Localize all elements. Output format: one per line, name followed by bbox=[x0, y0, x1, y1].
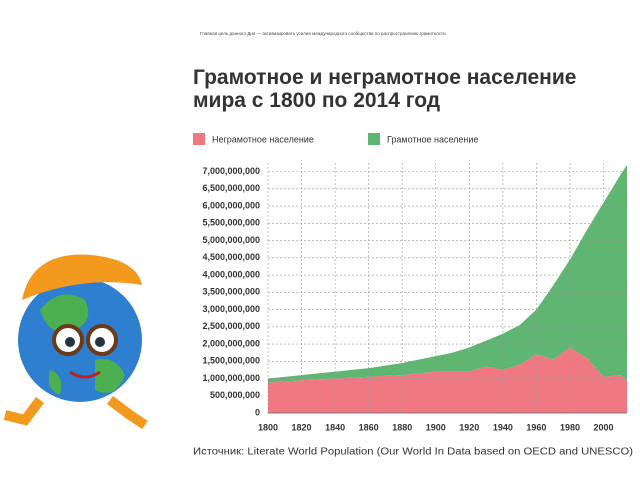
y-tick-label: 4,500,000,000 bbox=[202, 252, 260, 262]
y-tick-label: 5,000,000,000 bbox=[202, 235, 260, 245]
x-tick-label: 1820 bbox=[292, 422, 312, 432]
area bbox=[268, 164, 627, 383]
x-tick-label: 1840 bbox=[325, 422, 345, 432]
y-tick-label: 6,500,000,000 bbox=[202, 183, 260, 193]
cap bbox=[22, 254, 142, 300]
legend-label: Неграмотное население bbox=[212, 134, 314, 144]
slide-caption: Главная цель данного Дня — активизироват… bbox=[200, 31, 446, 36]
pupil bbox=[65, 337, 75, 347]
y-tick-label: 0 bbox=[255, 407, 260, 417]
y-tick-label: 3,500,000,000 bbox=[202, 287, 260, 297]
x-tick-label: 1900 bbox=[426, 422, 446, 432]
y-tick-label: 6,000,000,000 bbox=[202, 200, 260, 210]
x-tick-label: 1960 bbox=[526, 422, 546, 432]
y-tick-label: 7,000,000,000 bbox=[202, 166, 260, 176]
mascot bbox=[3, 254, 148, 430]
source-note: Источник: Literate World Population (Our… bbox=[193, 447, 633, 458]
legend-swatch bbox=[368, 133, 380, 145]
area bbox=[268, 347, 627, 413]
y-tick-label: 2,500,000,000 bbox=[202, 321, 260, 331]
y-tick-label: 3,000,000,000 bbox=[202, 304, 260, 314]
y-tick-label: 500,000,000 bbox=[210, 390, 260, 400]
y-tick-label: 1,500,000,000 bbox=[202, 356, 260, 366]
x-tick-label: 1940 bbox=[493, 422, 513, 432]
legend-label: Грамотное население bbox=[387, 134, 478, 144]
x-tick-label: 1980 bbox=[560, 422, 580, 432]
y-tick-label: 2,000,000,000 bbox=[202, 338, 260, 348]
x-tick-label: 2000 bbox=[593, 422, 613, 432]
continents bbox=[40, 294, 125, 395]
x-tick-label: 1800 bbox=[258, 422, 278, 432]
y-tick-label: 5,500,000,000 bbox=[202, 218, 260, 228]
chart-title: Грамотное и неграмотное население мира с… bbox=[193, 66, 577, 112]
x-tick-label: 1860 bbox=[359, 422, 379, 432]
smile bbox=[69, 370, 101, 379]
x-tick-label: 1880 bbox=[392, 422, 412, 432]
legs bbox=[3, 396, 148, 430]
pupil bbox=[95, 337, 105, 347]
y-tick-label: 4,000,000,000 bbox=[202, 269, 260, 279]
legend-swatch bbox=[193, 133, 205, 145]
x-tick-label: 1920 bbox=[459, 422, 479, 432]
y-tick-label: 1,000,000,000 bbox=[202, 373, 260, 383]
